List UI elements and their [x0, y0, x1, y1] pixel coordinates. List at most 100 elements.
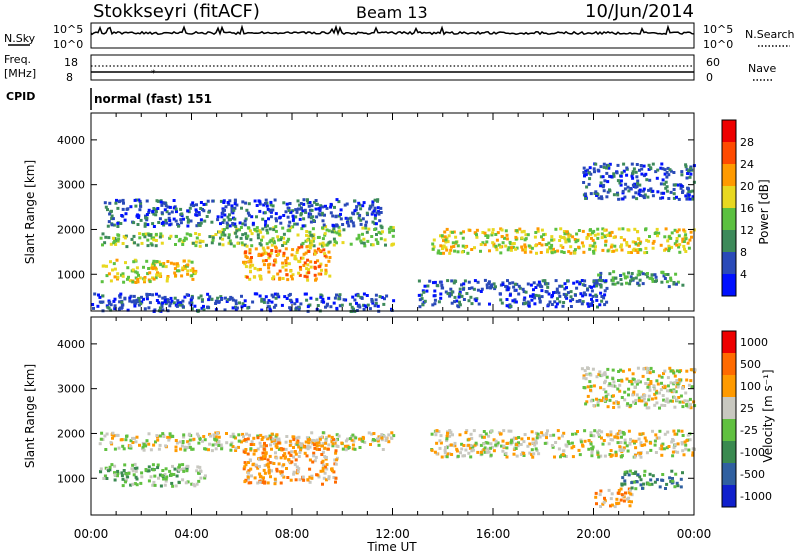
data-cell — [361, 439, 365, 443]
scatter-region — [99, 232, 218, 249]
data-cell — [681, 283, 685, 287]
data-cell — [216, 296, 220, 300]
data-cell — [495, 248, 499, 252]
data-cell — [448, 434, 452, 438]
colorbar-segment — [722, 485, 736, 507]
data-cell — [197, 441, 201, 445]
data-cell — [531, 455, 535, 459]
data-cell — [633, 248, 637, 252]
data-cell — [113, 267, 117, 271]
data-cell — [270, 432, 274, 436]
data-cell — [651, 279, 655, 283]
data-cell — [623, 438, 627, 442]
data-cell — [241, 302, 245, 306]
data-cell — [332, 243, 336, 247]
data-cell — [439, 234, 442, 238]
data-cell — [377, 212, 381, 216]
data-cell — [580, 279, 584, 282]
data-cell — [147, 465, 151, 469]
data-cell — [555, 302, 559, 306]
data-cell — [315, 447, 319, 451]
data-cell — [320, 453, 324, 456]
data-cell — [323, 232, 327, 236]
data-cell — [588, 293, 592, 297]
data-cell — [307, 250, 311, 253]
data-cell — [132, 260, 136, 264]
data-cell — [600, 430, 604, 434]
data-cell — [184, 481, 188, 485]
data-cell — [669, 276, 673, 280]
data-cell — [132, 234, 136, 238]
data-cell — [620, 493, 624, 497]
data-cell — [206, 199, 210, 203]
data-cell — [261, 480, 264, 484]
data-cell — [171, 484, 175, 488]
data-cell — [133, 241, 136, 245]
data-cell — [500, 301, 504, 305]
data-cell — [657, 436, 661, 440]
data-cell — [161, 308, 165, 312]
data-cell — [146, 272, 150, 276]
data-cell — [300, 243, 304, 247]
data-cell — [252, 436, 256, 440]
data-cell — [227, 202, 231, 206]
data-cell — [657, 374, 661, 378]
data-cell — [358, 437, 362, 441]
data-cell — [650, 273, 654, 277]
data-cell — [646, 482, 650, 486]
data-cell — [511, 281, 515, 285]
data-cell — [672, 446, 676, 450]
data-cell — [616, 191, 619, 195]
data-cell — [219, 222, 222, 226]
data-cell — [636, 281, 640, 285]
data-cell — [113, 305, 117, 309]
data-cell — [527, 301, 531, 305]
data-cell — [334, 462, 338, 466]
data-cell — [663, 182, 666, 186]
data-cell — [175, 235, 178, 239]
data-cell — [653, 403, 657, 407]
data-cell — [610, 243, 614, 247]
data-cell — [612, 394, 615, 398]
data-cell — [258, 294, 262, 298]
data-cell — [150, 263, 154, 267]
data-cell — [145, 216, 149, 220]
data-cell — [380, 226, 384, 230]
data-cell — [669, 381, 673, 385]
data-cell — [620, 379, 624, 383]
data-cell — [420, 297, 424, 301]
data-cell — [661, 473, 665, 476]
data-cell — [263, 464, 267, 467]
data-cell — [338, 304, 342, 308]
data-cell — [654, 279, 657, 283]
data-cell — [240, 206, 243, 210]
data-cell — [593, 191, 597, 195]
data-cell — [306, 199, 309, 203]
data-cell — [188, 438, 192, 442]
data-cell — [558, 300, 562, 304]
data-cell — [612, 172, 616, 176]
data-cell — [665, 171, 669, 174]
data-cell — [219, 295, 223, 299]
data-cell — [305, 436, 309, 440]
data-cell — [264, 198, 268, 202]
data-cell — [195, 482, 199, 486]
data-cell — [175, 262, 179, 266]
data-cell — [110, 223, 114, 227]
data-cell — [688, 238, 692, 242]
data-cell — [670, 481, 674, 485]
data-cell — [608, 162, 612, 166]
data-cell — [168, 219, 172, 223]
data-cell — [672, 188, 676, 191]
data-cell — [269, 475, 272, 479]
data-cell — [280, 473, 284, 477]
data-cell — [642, 367, 646, 371]
data-cell — [163, 208, 167, 212]
data-cell — [220, 233, 224, 237]
data-cell — [595, 192, 599, 196]
data-cell — [380, 433, 384, 437]
data-cell — [312, 439, 316, 442]
data-cell — [208, 442, 212, 446]
data-cell — [350, 438, 354, 442]
data-cell — [335, 231, 339, 235]
